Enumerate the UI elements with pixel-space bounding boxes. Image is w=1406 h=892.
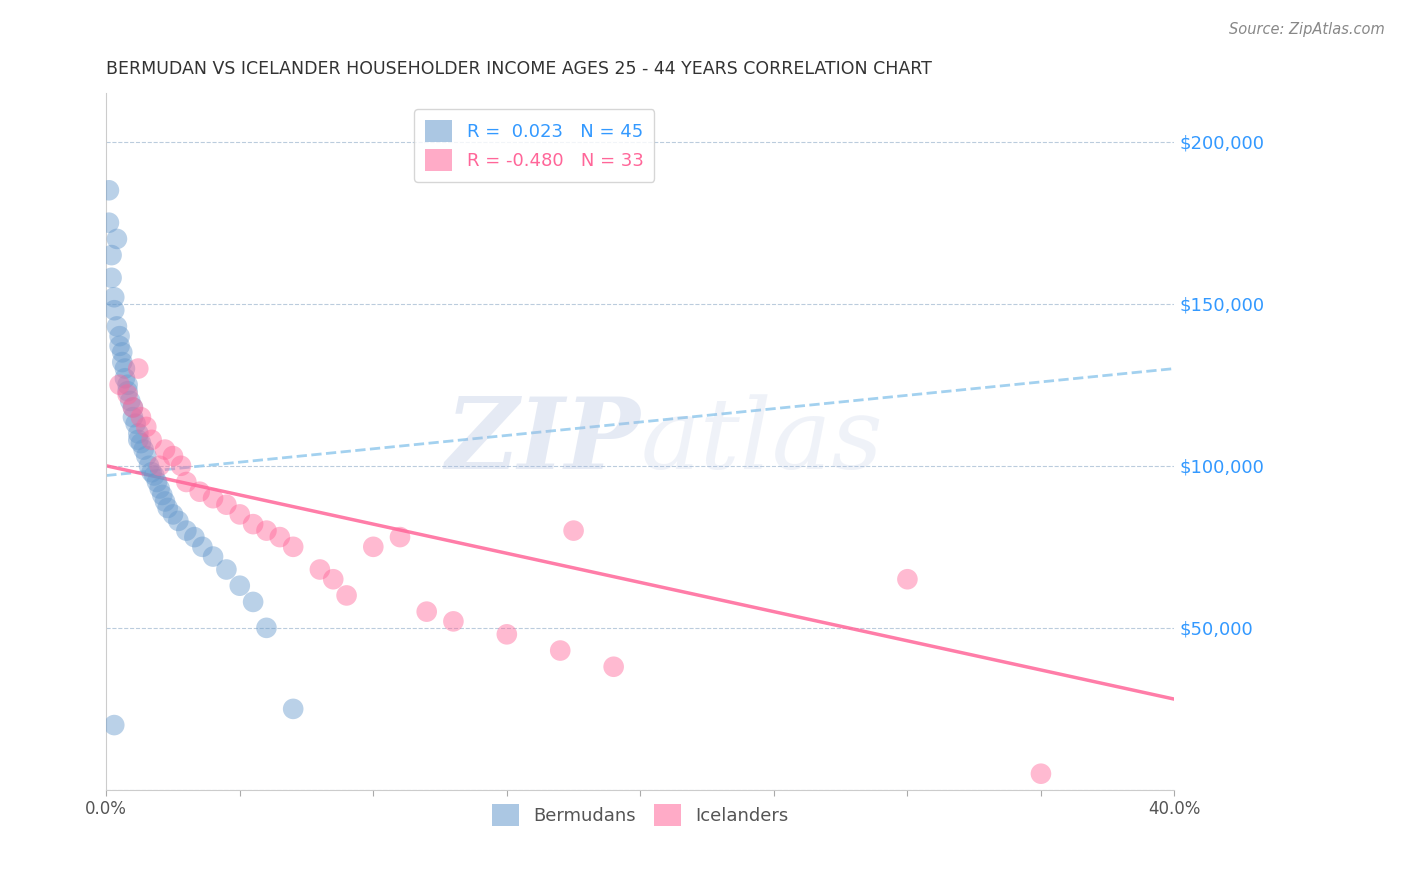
- Point: [149, 482, 172, 496]
- Point: [269, 530, 291, 544]
- Point: [415, 605, 437, 619]
- Point: [122, 410, 145, 425]
- Point: [602, 659, 624, 673]
- Point: [108, 329, 131, 343]
- Point: [441, 615, 464, 629]
- Point: [215, 562, 238, 576]
- Point: [162, 508, 184, 522]
- Point: [191, 540, 214, 554]
- Point: [120, 394, 142, 409]
- Point: [103, 290, 125, 304]
- Point: [215, 498, 238, 512]
- Point: [176, 524, 198, 538]
- Point: [135, 449, 157, 463]
- Point: [127, 433, 149, 447]
- Point: [149, 458, 172, 473]
- Point: [156, 500, 179, 515]
- Point: [117, 384, 139, 399]
- Point: [1029, 766, 1052, 780]
- Point: [188, 484, 211, 499]
- Point: [495, 627, 517, 641]
- Text: Source: ZipAtlas.com: Source: ZipAtlas.com: [1229, 22, 1385, 37]
- Point: [108, 377, 131, 392]
- Point: [117, 377, 139, 392]
- Point: [111, 345, 134, 359]
- Point: [127, 426, 149, 441]
- Point: [153, 442, 176, 457]
- Point: [202, 491, 225, 506]
- Point: [309, 562, 332, 576]
- Point: [141, 465, 163, 479]
- Point: [242, 595, 264, 609]
- Point: [132, 442, 155, 457]
- Point: [229, 579, 252, 593]
- Point: [111, 355, 134, 369]
- Point: [146, 475, 169, 489]
- Point: [97, 183, 120, 197]
- Point: [150, 488, 173, 502]
- Point: [138, 458, 160, 473]
- Point: [100, 270, 122, 285]
- Point: [363, 540, 385, 554]
- Point: [256, 524, 278, 538]
- Legend: Bermudans, Icelanders: Bermudans, Icelanders: [485, 797, 796, 833]
- Text: BERMUDAN VS ICELANDER HOUSEHOLDER INCOME AGES 25 - 44 YEARS CORRELATION CHART: BERMUDAN VS ICELANDER HOUSEHOLDER INCOME…: [107, 60, 932, 78]
- Point: [122, 401, 145, 415]
- Point: [283, 702, 305, 716]
- Point: [105, 319, 128, 334]
- Point: [153, 494, 176, 508]
- Point: [124, 417, 146, 431]
- Point: [97, 216, 120, 230]
- Point: [122, 401, 145, 415]
- Text: atlas: atlas: [640, 394, 883, 489]
- Point: [117, 387, 139, 401]
- Point: [170, 458, 193, 473]
- Point: [105, 232, 128, 246]
- Point: [896, 572, 918, 586]
- Point: [562, 524, 585, 538]
- Point: [202, 549, 225, 564]
- Point: [336, 589, 359, 603]
- Point: [100, 248, 122, 262]
- Point: [162, 449, 184, 463]
- Point: [129, 436, 152, 450]
- Point: [256, 621, 278, 635]
- Point: [167, 514, 190, 528]
- Point: [176, 475, 198, 489]
- Point: [127, 361, 149, 376]
- Point: [183, 530, 205, 544]
- Point: [283, 540, 305, 554]
- Point: [229, 508, 252, 522]
- Point: [114, 361, 136, 376]
- Point: [143, 468, 166, 483]
- Point: [129, 410, 152, 425]
- Point: [103, 718, 125, 732]
- Point: [322, 572, 344, 586]
- Point: [108, 339, 131, 353]
- Text: ZIP: ZIP: [446, 393, 640, 490]
- Point: [141, 433, 163, 447]
- Point: [114, 371, 136, 385]
- Point: [135, 420, 157, 434]
- Point: [103, 303, 125, 318]
- Point: [388, 530, 411, 544]
- Point: [548, 643, 571, 657]
- Point: [242, 517, 264, 532]
